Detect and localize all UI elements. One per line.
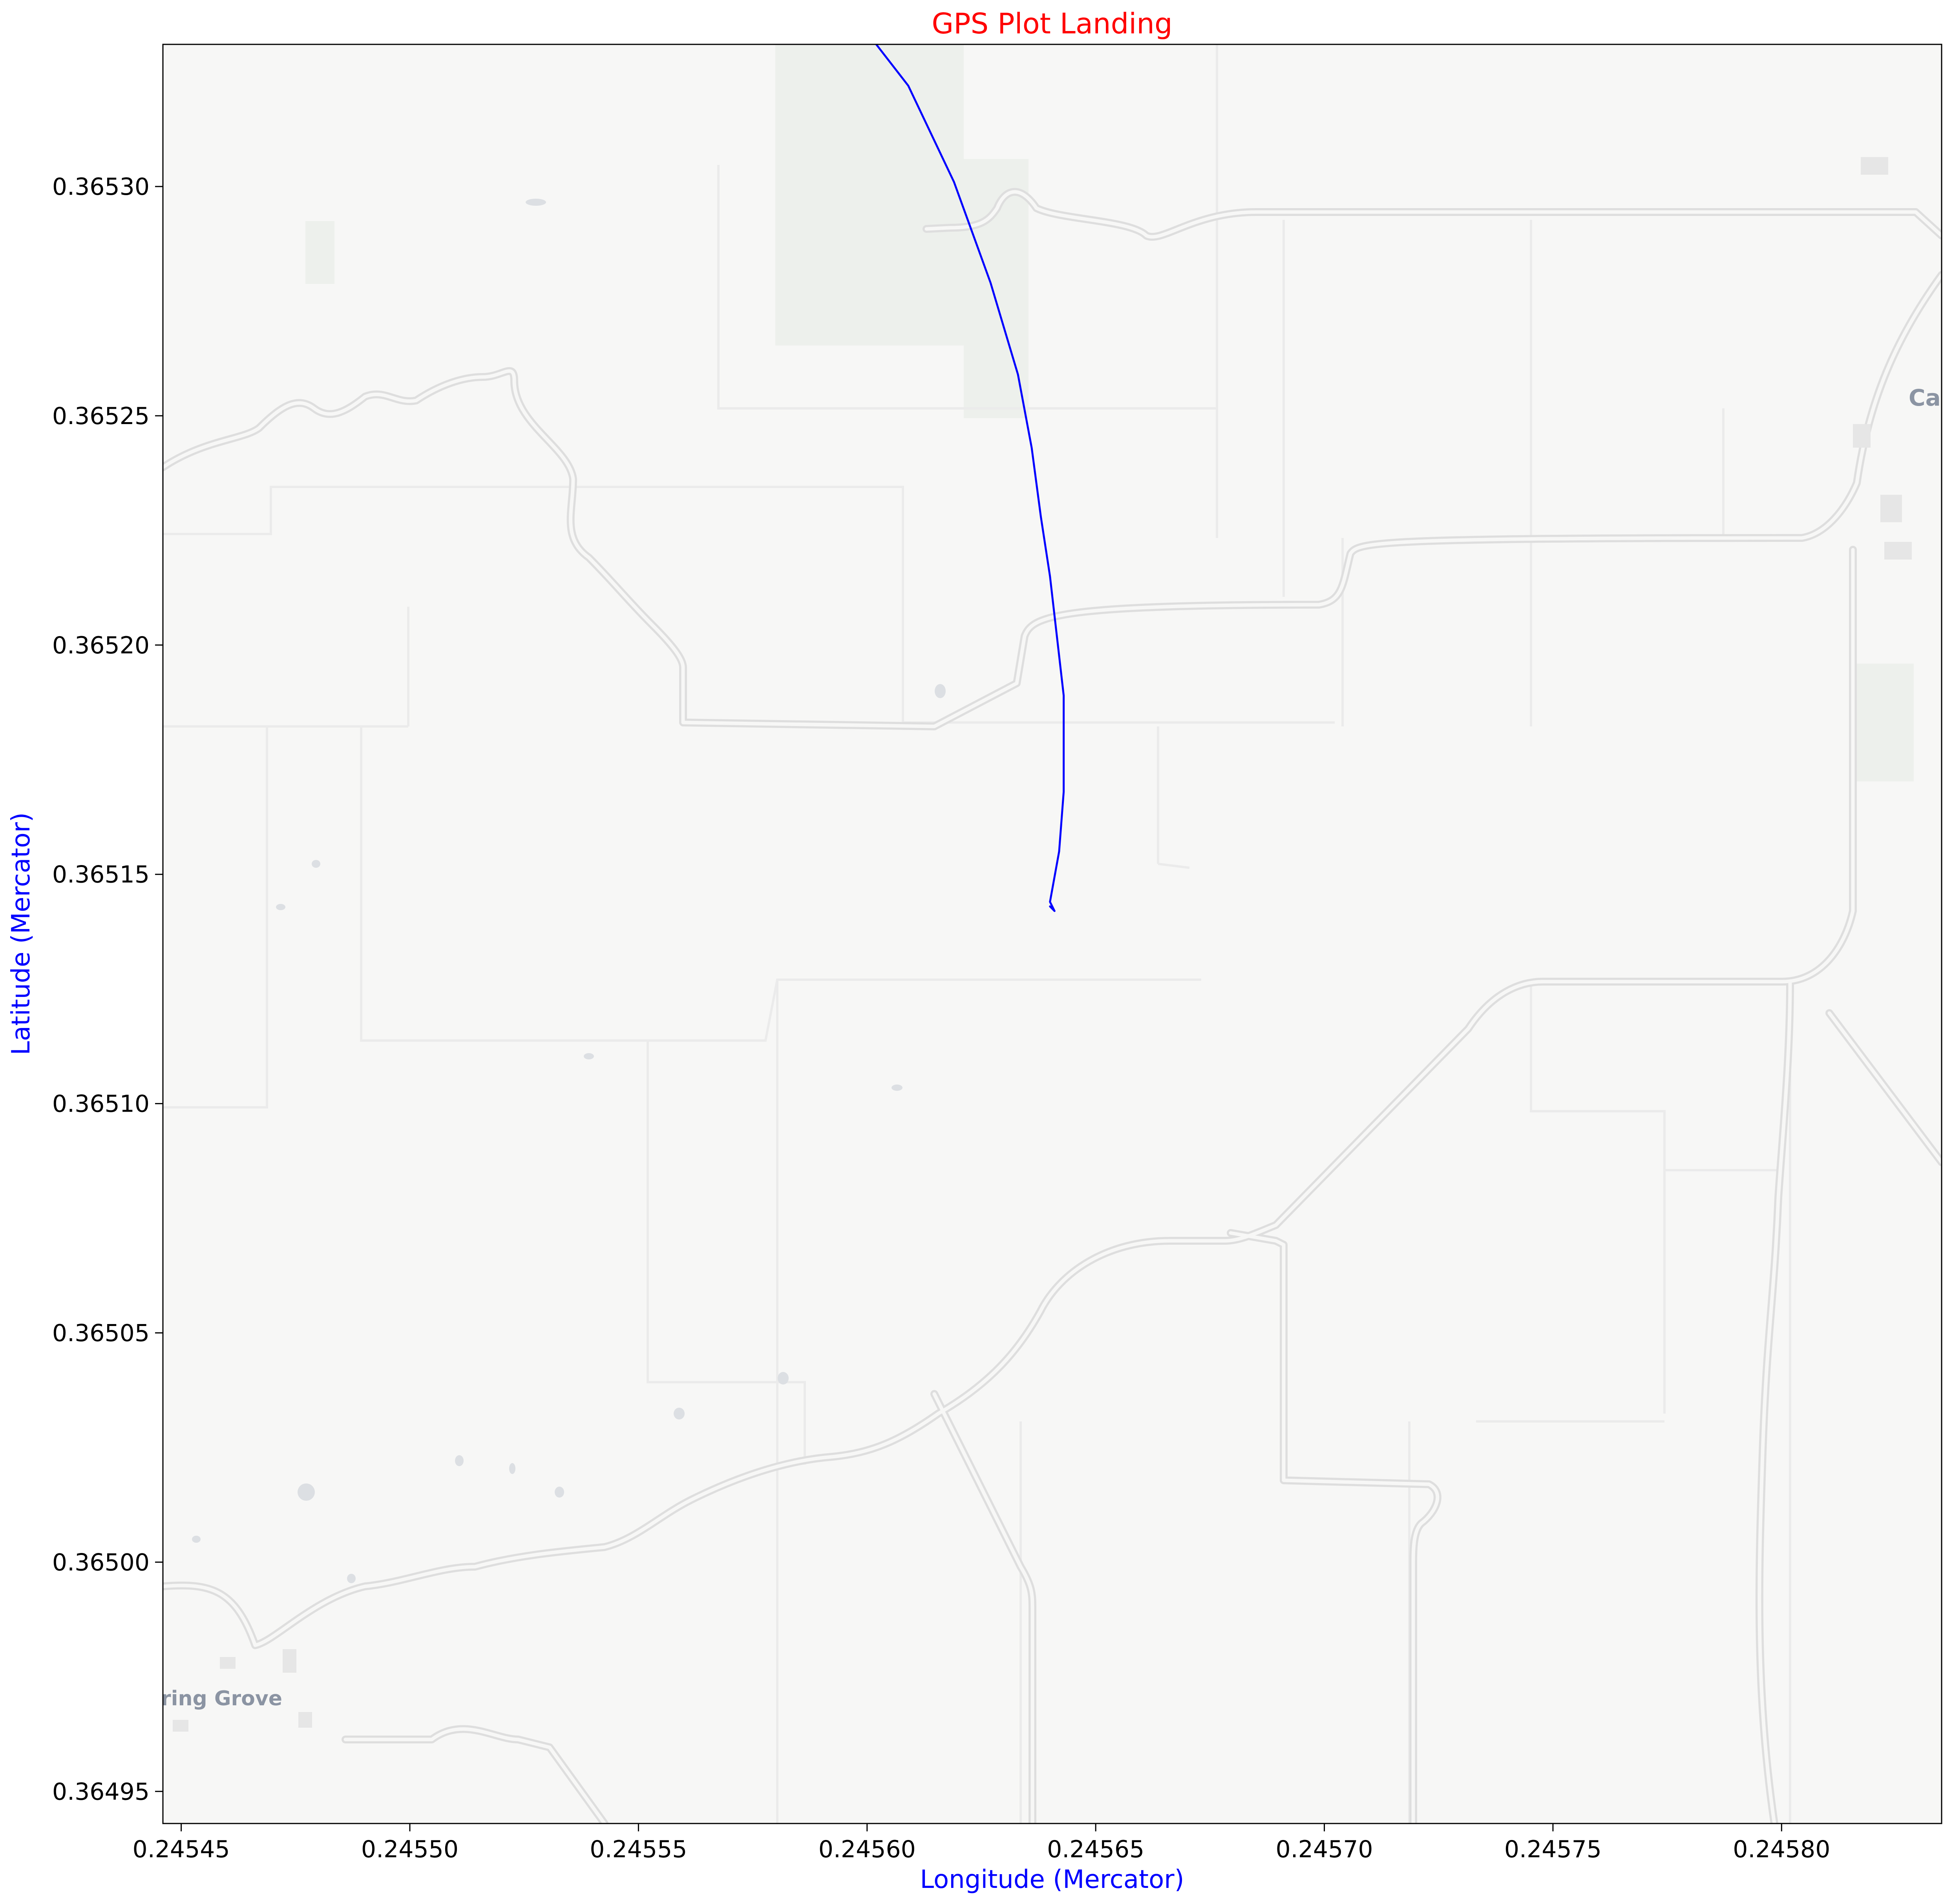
y-tick-label: 0.36495 <box>52 1778 150 1805</box>
map-park-areas <box>305 44 1914 781</box>
x-tick-label: 0.24555 <box>590 1836 687 1863</box>
x-tick-label: 0.24550 <box>361 1836 459 1863</box>
y-tick-label: 0.36510 <box>52 1090 150 1118</box>
series-layer <box>875 44 1065 912</box>
map-place-label-ca: Ca <box>1909 384 1941 411</box>
plot-area[interactable]: ring Grove Ca <box>161 44 1942 1824</box>
x-tick-label: 0.24545 <box>133 1836 230 1863</box>
y-tick-label: 0.36525 <box>52 402 150 430</box>
x-tick-label: 0.24570 <box>1275 1836 1373 1863</box>
y-tick-label: 0.36515 <box>52 861 150 889</box>
map-water-features <box>192 199 946 1583</box>
map-place-label-spring-grove: ring Grove <box>161 1687 282 1710</box>
x-tick-label: 0.24565 <box>1047 1836 1144 1863</box>
x-tick-label: 0.24560 <box>818 1836 916 1863</box>
y-axis-label: Latitude (Mercator) <box>7 812 36 1055</box>
y-axis: 0.36495 0.36500 0.36505 0.36510 0.36515 0.365… <box>52 173 163 1805</box>
x-axis-label: Longitude (Mercator) <box>920 1865 1184 1894</box>
x-tick-label: 0.24580 <box>1733 1836 1830 1863</box>
map-background <box>163 44 1942 1824</box>
y-tick-label: 0.36530 <box>52 173 150 201</box>
y-tick-label: 0.36520 <box>52 632 150 659</box>
x-axis: 0.24545 0.24550 0.24555 0.24560 0.24565 0.245… <box>133 1824 1830 1863</box>
x-tick-label: 0.24575 <box>1504 1836 1602 1863</box>
plot-frame <box>162 44 1942 1824</box>
map-town-blocks <box>173 157 1912 1732</box>
y-tick-label: 0.36505 <box>52 1319 150 1347</box>
chart-title: GPS Plot Landing <box>932 7 1172 40</box>
gps-path-line <box>875 44 1065 912</box>
y-tick-label: 0.36500 <box>52 1549 150 1576</box>
map-major-roads <box>163 192 1942 1824</box>
